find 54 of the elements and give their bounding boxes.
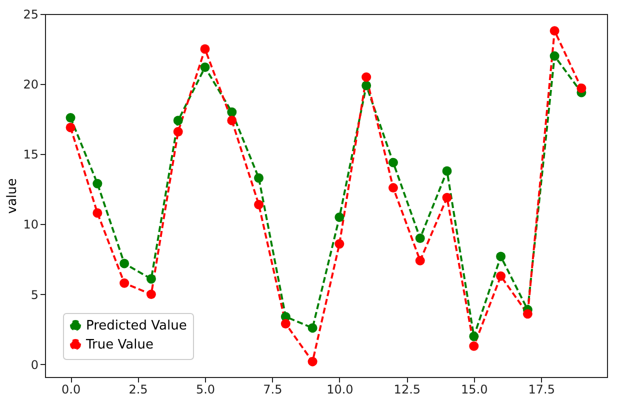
point	[496, 271, 506, 281]
point	[388, 183, 398, 193]
point	[66, 112, 76, 122]
point	[442, 192, 452, 202]
y-tick-label: 5	[30, 288, 38, 302]
x-tick-label: 17.5	[528, 382, 555, 396]
x-tick-label: 0.0	[62, 382, 81, 396]
y-tick-label: 20	[23, 78, 38, 92]
point	[120, 278, 130, 288]
y-tick-label: 15	[23, 148, 38, 162]
point	[576, 84, 586, 94]
y-tick-label: 25	[23, 8, 38, 22]
point	[415, 234, 425, 243]
point	[227, 107, 237, 117]
y-tick-label: 10	[23, 218, 38, 232]
point	[469, 332, 479, 342]
point	[200, 62, 210, 72]
point	[388, 158, 398, 168]
point	[280, 319, 290, 328]
legend-label: True Value	[85, 338, 154, 352]
point	[362, 80, 372, 90]
point	[173, 116, 183, 126]
point	[469, 341, 479, 351]
point	[522, 309, 532, 319]
legend-label: Predicted Value	[86, 318, 187, 334]
x-tick-label: 12.5	[394, 382, 421, 396]
point	[146, 290, 156, 300]
point	[146, 274, 156, 284]
point	[362, 72, 372, 82]
point	[308, 356, 318, 366]
x-tick-label: 2.5	[128, 382, 148, 396]
point	[415, 256, 425, 266]
y-tick-label: 0	[30, 358, 38, 372]
point	[442, 166, 452, 176]
point	[254, 200, 264, 210]
point	[550, 26, 560, 36]
point	[550, 51, 560, 61]
point	[227, 116, 237, 126]
point	[120, 258, 130, 268]
x-tick-label: 15.0	[461, 382, 488, 396]
y-axis-title: value	[5, 178, 20, 214]
x-tick-label: 5.0	[196, 382, 216, 396]
point	[308, 323, 318, 333]
point	[92, 178, 102, 188]
point	[92, 208, 102, 218]
point	[334, 212, 344, 222]
point	[200, 44, 210, 54]
point	[173, 126, 183, 136]
x-tick-label: 10.0	[326, 382, 354, 396]
point	[254, 173, 264, 183]
point	[334, 239, 344, 249]
point	[496, 252, 506, 262]
x-tick-label: 7.5	[263, 382, 282, 396]
point	[66, 122, 76, 132]
